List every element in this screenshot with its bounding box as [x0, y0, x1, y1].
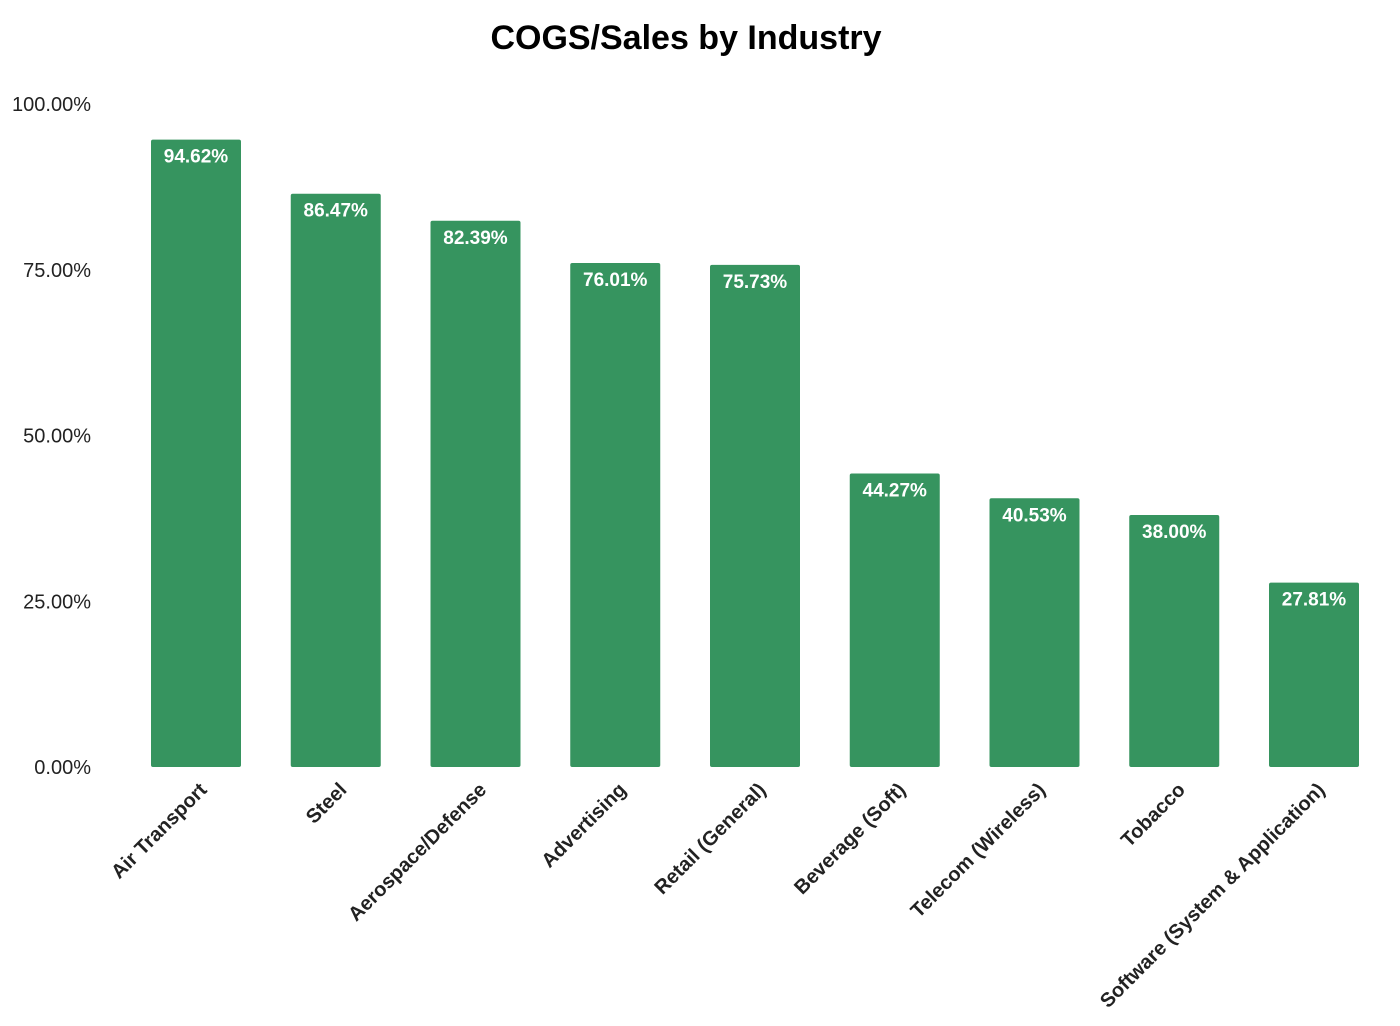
data-label: 44.27% — [863, 480, 928, 501]
bars — [151, 139, 1359, 768]
data-label: 86.47% — [304, 201, 369, 222]
data-labels: 94.62% 86.47% 82.39% 76.01% 75.73% 44.27% 40.5… — [164, 147, 1347, 611]
x-tick-label: Software (System & Application) — [1096, 779, 1329, 1012]
data-label: 27.81% — [1282, 590, 1347, 611]
y-axis: 0.00% 25.00% 50.00% 75.00% 100.00% — [12, 94, 91, 779]
bar — [849, 473, 940, 767]
data-label: 75.73% — [723, 272, 788, 293]
data-label: 40.53% — [1002, 505, 1067, 526]
bar — [989, 498, 1080, 767]
bar — [151, 139, 241, 767]
x-tick-label: Tobacco — [1117, 779, 1190, 852]
x-tick-label: Advertising — [537, 779, 630, 872]
bar — [290, 193, 381, 767]
x-tick-label: Aerospace/Defense — [344, 779, 491, 926]
y-tick-label: 75.00% — [23, 260, 91, 282]
data-label: 94.62% — [164, 147, 229, 168]
bar — [710, 264, 800, 767]
data-label: 38.00% — [1142, 522, 1207, 543]
bar — [1269, 582, 1359, 767]
bar — [430, 220, 521, 768]
data-label: 82.39% — [443, 228, 508, 249]
y-tick-label: 25.00% — [23, 591, 91, 613]
x-tick-label: Beverage (Soft) — [790, 779, 910, 899]
y-tick-label: 0.00% — [34, 757, 91, 779]
x-tick-label: Air Transport — [107, 779, 212, 884]
bar — [570, 263, 661, 767]
y-tick-label: 100.00% — [12, 94, 91, 116]
data-label: 76.01% — [583, 270, 648, 291]
x-tick-label: Retail (General) — [650, 779, 770, 899]
x-tick-label: Steel — [302, 779, 351, 828]
chart-title: COGS/Sales by Industry — [490, 19, 881, 57]
bar — [1129, 515, 1220, 767]
x-tick-label: Telecom (Wireless) — [907, 779, 1050, 922]
y-tick-label: 50.00% — [23, 426, 91, 448]
